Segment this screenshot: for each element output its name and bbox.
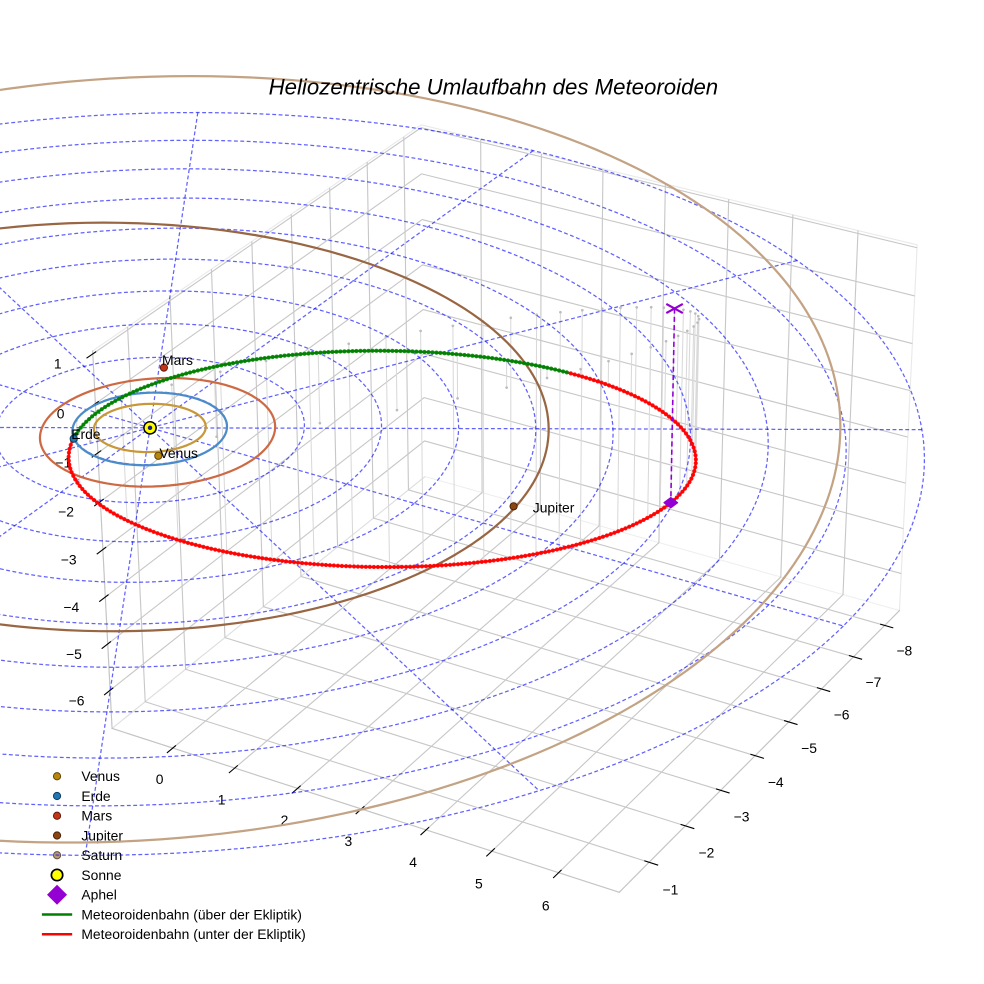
svg-text:−5: −5 <box>801 740 817 756</box>
svg-text:−1: −1 <box>663 881 679 897</box>
svg-text:−3: −3 <box>734 809 750 825</box>
svg-text:1: 1 <box>54 355 62 371</box>
svg-text:5: 5 <box>475 876 483 892</box>
svg-text:0: 0 <box>156 771 164 787</box>
svg-text:−5: −5 <box>66 646 82 662</box>
svg-text:−8: −8 <box>896 642 912 658</box>
svg-text:−7: −7 <box>865 674 881 690</box>
svg-text:4: 4 <box>409 854 417 870</box>
svg-text:Jupiter: Jupiter <box>533 500 575 516</box>
svg-text:Meteoroidenbahn (über der Ekli: Meteoroidenbahn (über der Ekliptik) <box>81 906 302 922</box>
svg-text:−2: −2 <box>699 845 715 861</box>
svg-text:Venus: Venus <box>159 445 198 461</box>
svg-text:Sonne: Sonne <box>81 867 121 883</box>
svg-text:3: 3 <box>344 833 352 849</box>
svg-text:−4: −4 <box>63 599 79 615</box>
svg-text:6: 6 <box>542 897 550 913</box>
svg-text:Jupiter: Jupiter <box>81 827 123 843</box>
svg-text:Mars: Mars <box>81 808 112 824</box>
svg-text:1: 1 <box>218 791 226 807</box>
svg-text:2: 2 <box>281 812 289 828</box>
svg-text:−6: −6 <box>69 692 85 708</box>
svg-text:Heliozentrische Umlaufbahn des: Heliozentrische Umlaufbahn des Meteoroid… <box>269 74 719 99</box>
svg-text:Aphel: Aphel <box>81 887 117 903</box>
svg-text:Erde: Erde <box>81 788 111 804</box>
svg-text:0: 0 <box>57 405 65 421</box>
svg-text:Mars: Mars <box>162 352 193 368</box>
svg-text:Erde: Erde <box>71 426 101 442</box>
svg-text:−6: −6 <box>834 707 850 723</box>
svg-text:Venus: Venus <box>81 768 120 784</box>
svg-text:−2: −2 <box>58 503 74 519</box>
svg-text:−4: −4 <box>768 774 784 790</box>
svg-text:Meteoroidenbahn (unter der Ekl: Meteoroidenbahn (unter der Ekliptik) <box>81 926 305 942</box>
svg-text:−3: −3 <box>61 551 77 567</box>
